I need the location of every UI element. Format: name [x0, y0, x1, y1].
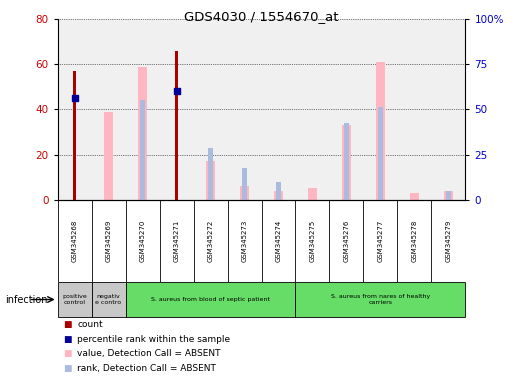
Text: GDS4030 / 1554670_at: GDS4030 / 1554670_at: [184, 10, 339, 23]
Bar: [104, 112, 113, 200]
Text: GSM345279: GSM345279: [446, 220, 451, 262]
Bar: [345, 123, 348, 200]
Bar: [175, 51, 178, 200]
Text: count: count: [77, 320, 103, 329]
Bar: [308, 189, 317, 200]
Bar: [277, 182, 280, 200]
Bar: [243, 168, 246, 200]
Bar: [447, 191, 450, 200]
Bar: [206, 161, 215, 200]
Bar: [342, 125, 351, 200]
Bar: [92, 282, 126, 317]
Text: negativ
e contro: negativ e contro: [96, 294, 121, 305]
Text: GSM345277: GSM345277: [378, 220, 383, 262]
Bar: [73, 71, 76, 200]
Bar: [444, 191, 453, 200]
Text: S. aureus from nares of healthy
carriers: S. aureus from nares of healthy carriers: [331, 294, 430, 305]
Text: ■: ■: [63, 334, 71, 344]
Bar: [295, 282, 465, 317]
Text: GSM345272: GSM345272: [208, 220, 213, 262]
Text: GSM345275: GSM345275: [310, 220, 315, 262]
Text: GSM345276: GSM345276: [344, 220, 349, 262]
Text: value, Detection Call = ABSENT: value, Detection Call = ABSENT: [77, 349, 221, 358]
Text: S. aureus from blood of septic patient: S. aureus from blood of septic patient: [151, 297, 270, 302]
Text: GSM345274: GSM345274: [276, 220, 281, 262]
Text: ■: ■: [63, 364, 71, 373]
Text: GSM345268: GSM345268: [72, 220, 77, 262]
Bar: [58, 282, 92, 317]
Text: ■: ■: [63, 349, 71, 358]
Text: GSM345271: GSM345271: [174, 220, 179, 262]
Point: [70, 95, 78, 101]
Text: GSM345278: GSM345278: [412, 220, 417, 262]
Text: GSM345270: GSM345270: [140, 220, 145, 262]
Point: [173, 88, 181, 94]
Bar: [209, 148, 212, 200]
Text: ■: ■: [63, 320, 71, 329]
Text: positive
control: positive control: [62, 294, 87, 305]
Text: infection: infection: [5, 295, 48, 305]
Bar: [376, 62, 385, 200]
Bar: [138, 66, 147, 200]
Bar: [274, 191, 283, 200]
Bar: [141, 101, 144, 200]
Text: GSM345269: GSM345269: [106, 220, 111, 262]
Bar: [126, 282, 295, 317]
Bar: [379, 107, 382, 200]
Text: percentile rank within the sample: percentile rank within the sample: [77, 334, 231, 344]
Bar: [410, 193, 419, 200]
Text: rank, Detection Call = ABSENT: rank, Detection Call = ABSENT: [77, 364, 217, 373]
Text: GSM345273: GSM345273: [242, 220, 247, 262]
Bar: [240, 186, 249, 200]
